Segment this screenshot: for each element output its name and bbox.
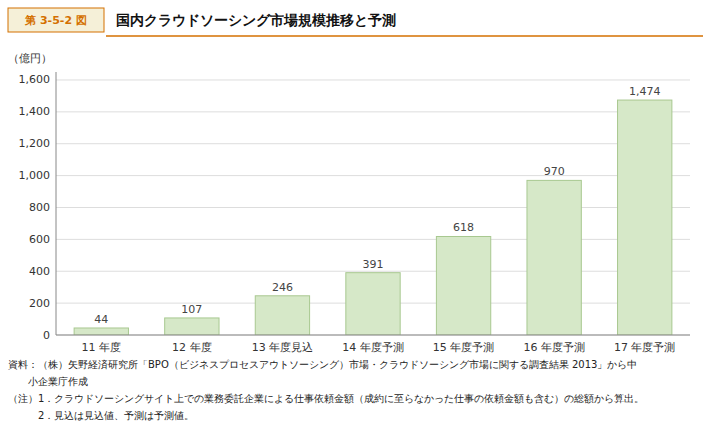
y-tick-label: 400: [29, 265, 50, 278]
x-tick-label: 17 年度予測: [614, 341, 676, 354]
y-tick-label: 800: [29, 201, 50, 214]
x-tick-label: 16 年度予測: [523, 341, 585, 354]
figure-label-box: [8, 8, 104, 32]
bar: [618, 100, 672, 335]
chart: 第 3-5-2 図 国内クラウドソーシング市場規模推移と予測 （億円） 0 200 400…: [0, 0, 703, 444]
figure-label: 第 3-5-2 図: [24, 14, 87, 27]
y-tick-label: 1,400: [19, 105, 51, 118]
data-label: 970: [544, 165, 565, 178]
data-label: 44: [94, 313, 108, 326]
x-axis-line: [56, 335, 690, 336]
y-tick-label: 1,000: [19, 169, 51, 182]
bar: [346, 273, 400, 335]
x-tick-label: 13 年度見込: [252, 341, 314, 354]
data-labels: 44 107 246 391 618 970 1,474: [94, 85, 660, 326]
grid-line: [56, 271, 690, 272]
x-ticks: 11 年度 12 年度 13 年度見込 14 年度予測 15 年度予測 16 年度予測 17…: [82, 341, 676, 354]
footnote: 資料：（株）矢野経済研究所「BPO（ビジネスプロセスアウトソーシング）市場・クラ…: [8, 359, 637, 370]
y-axis-label: （億円）: [8, 52, 52, 65]
data-label: 618: [453, 221, 474, 234]
data-label: 246: [272, 281, 293, 294]
bar: [255, 296, 309, 335]
footnote: 2．見込は見込値、予測は予測値。: [8, 410, 194, 421]
grid-line: [56, 79, 690, 80]
y-tick-label: 1,600: [19, 73, 51, 86]
header-rule: [106, 35, 703, 37]
data-label: 107: [181, 303, 202, 316]
grid: [56, 80, 690, 335]
bar: [74, 328, 128, 335]
x-tick-label: 14 年度予測: [342, 341, 404, 354]
bars: [74, 100, 672, 335]
y-tick-label: 0: [43, 329, 50, 342]
bar: [436, 236, 490, 335]
y-tick-label: 600: [29, 233, 50, 246]
data-label: 1,474: [629, 85, 661, 98]
bar: [165, 318, 219, 335]
grid-line: [56, 143, 690, 144]
footnote: （注）1．クラウドソーシングサイト上での業務委託企業による仕事依頼金額（成約に至…: [8, 393, 644, 404]
y-tick-label: 1,200: [19, 137, 51, 150]
grid-line: [56, 335, 690, 336]
grid-line: [56, 111, 690, 112]
x-tick-label: 15 年度予測: [433, 341, 495, 354]
data-label: 391: [363, 258, 384, 271]
grid-line: [56, 207, 690, 208]
y-ticks: 0 200 400 600 800 1,000 1,200 1,400 1,600: [19, 73, 51, 341]
grid-line: [56, 175, 690, 176]
title: 国内クラウドソーシング市場規模推移と予測: [116, 12, 396, 28]
y-axis-line: [56, 72, 57, 335]
background: [0, 0, 703, 444]
grid-line: [56, 239, 690, 240]
y-tick-label: 200: [29, 297, 50, 310]
footnote: 小企業庁作成: [8, 376, 88, 387]
bar: [527, 180, 581, 335]
x-tick-label: 12 年度: [172, 341, 212, 354]
footnotes: 資料：（株）矢野経済研究所「BPO（ビジネスプロセスアウトソーシング）市場・クラ…: [8, 359, 644, 421]
x-tick-label: 11 年度: [82, 341, 122, 354]
